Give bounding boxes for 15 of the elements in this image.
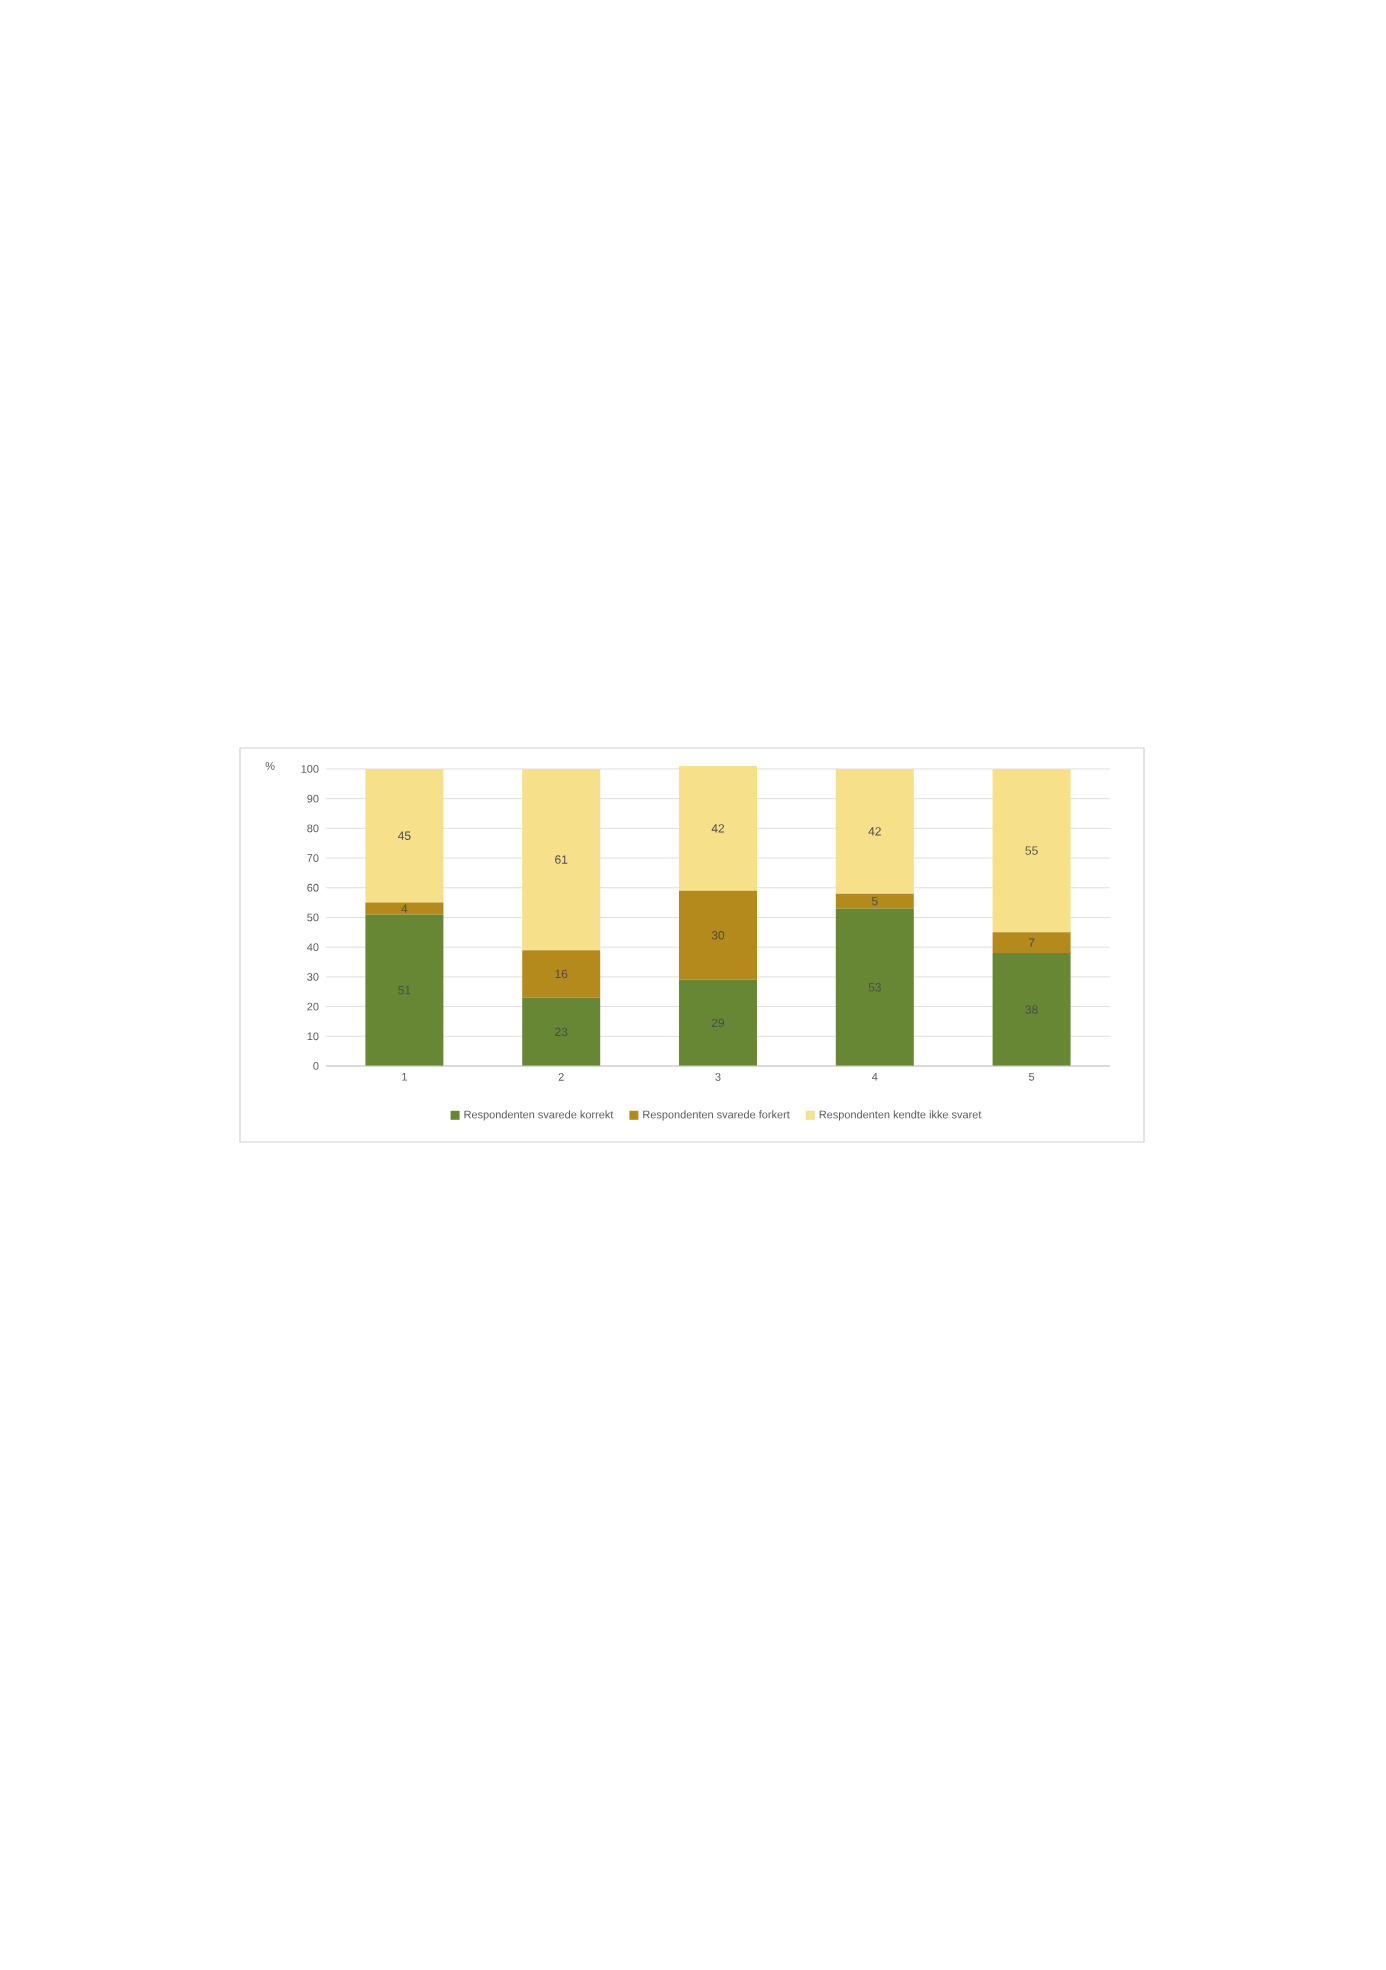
bar [835,908,914,1066]
bar [992,953,1071,1066]
bar [678,979,757,1066]
bar [365,914,444,1066]
bar [365,902,444,915]
bar [522,997,601,1066]
bar [522,950,601,998]
bar [678,765,757,891]
bar [992,768,1071,933]
bar [678,890,757,980]
bar [365,768,444,903]
bar [522,768,601,951]
bar [835,893,914,909]
bar [992,932,1071,954]
bar [835,768,914,894]
